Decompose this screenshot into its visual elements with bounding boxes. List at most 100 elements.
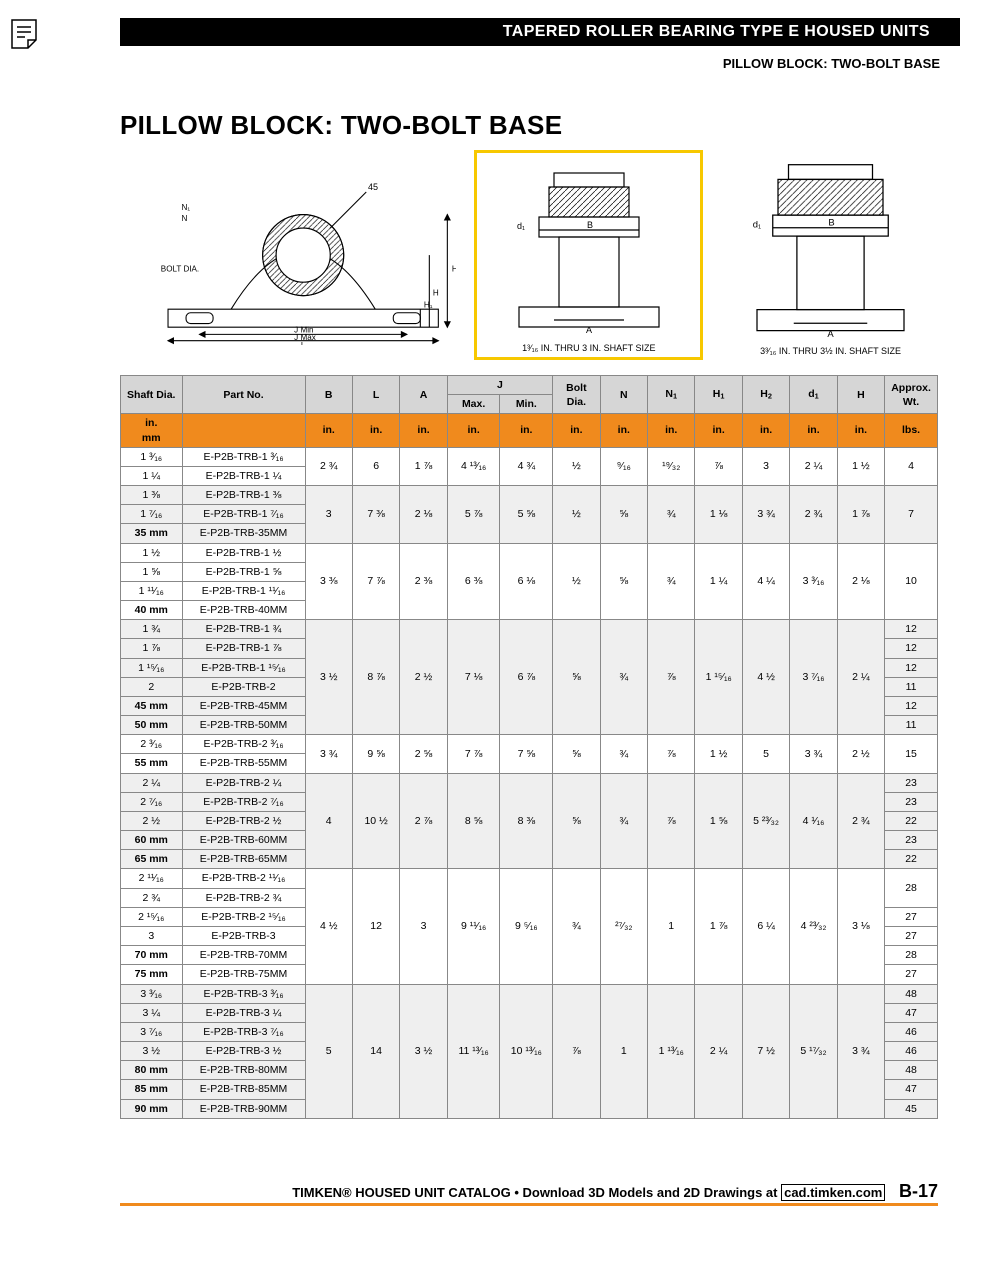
cell-part: E-P2B-TRB-1 ¼	[182, 466, 305, 485]
cell-B: 3 ½	[305, 620, 352, 735]
cell-N1: ¾	[648, 486, 695, 544]
cell-L: 12	[352, 869, 399, 984]
cell-H: 2 ⅛	[837, 543, 884, 620]
cell-shaft: 1 ¹¹⁄₁₆	[121, 581, 183, 600]
page-note-icon	[10, 18, 38, 50]
cell-Jmax: 5 ⅞	[447, 486, 500, 544]
cell-wt: 12	[885, 620, 938, 639]
cell-wt: 46	[885, 1042, 938, 1061]
cell-H2: 3	[742, 447, 789, 485]
svg-text:A: A	[827, 329, 834, 340]
cell-wt: 48	[885, 984, 938, 1003]
cell-part: E-P2B-TRB-2	[182, 677, 305, 696]
cell-d1: 4 ¹⁄₁₆	[790, 773, 837, 869]
cell-part: E-P2B-TRB-60MM	[182, 831, 305, 850]
svg-text:B: B	[828, 218, 834, 229]
cell-B: 4	[305, 773, 352, 869]
cell-shaft: 1 ⅞	[121, 639, 183, 658]
cell-part: E-P2B-TRB-2 ¾	[182, 888, 305, 907]
cell-wt: 11	[885, 716, 938, 735]
cell-A: 1 ⅞	[400, 447, 447, 485]
cell-Jmax: 9 ¹¹⁄₁₆	[447, 869, 500, 984]
cell-wt: 12	[885, 639, 938, 658]
cell-shaft: 85 mm	[121, 1080, 183, 1099]
footer-before: TIMKEN® HOUSED UNIT CATALOG • Download 3…	[292, 1185, 781, 1200]
cell-part: E-P2B-TRB-3	[182, 926, 305, 945]
cell-shaft: 65 mm	[121, 850, 183, 869]
cell-B: 4 ½	[305, 869, 352, 984]
col-Jmax: Max.	[447, 395, 500, 414]
svg-text:N: N	[182, 214, 188, 223]
table-row: 1 ¾E-P2B-TRB-1 ¾3 ½8 ⅞2 ½7 ⅛6 ⅞⅝¾⅞1 ¹⁵⁄₁…	[121, 620, 938, 639]
cell-Jmax: 7 ⅞	[447, 735, 500, 773]
cell-B: 3	[305, 486, 352, 544]
cell-shaft: 35 mm	[121, 524, 183, 543]
cell-H2: 4 ¼	[742, 543, 789, 620]
svg-text:BOLT DIA.: BOLT DIA.	[161, 264, 199, 273]
cell-part: E-P2B-TRB-2 ⁷⁄₁₆	[182, 792, 305, 811]
footer-rule	[120, 1203, 938, 1206]
footer-link[interactable]: cad.timken.com	[781, 1184, 885, 1201]
cell-shaft: 1 ½	[121, 543, 183, 562]
cell-part: E-P2B-TRB-1 ¾	[182, 620, 305, 639]
cell-H: 2 ¼	[837, 620, 884, 735]
table-row: 2 ¼E-P2B-TRB-2 ¼410 ½2 ⅞8 ⅝8 ⅜⅝¾⅞1 ⅝5 ²³…	[121, 773, 938, 792]
col-Jmin: Min.	[500, 395, 553, 414]
cell-shaft: 40 mm	[121, 601, 183, 620]
cell-N: ⁹⁄₁₆	[600, 447, 647, 485]
cell-wt: 48	[885, 1061, 938, 1080]
cell-shaft: 3 ⁷⁄₁₆	[121, 1022, 183, 1041]
cell-L: 10 ½	[352, 773, 399, 869]
cell-shaft: 80 mm	[121, 1061, 183, 1080]
col-shaft: Shaft Dia.	[121, 376, 183, 414]
cell-shaft: 50 mm	[121, 716, 183, 735]
cell-B: 3 ⅜	[305, 543, 352, 620]
cell-Jmax: 4 ¹³⁄₁₆	[447, 447, 500, 485]
col-part: Part No.	[182, 376, 305, 414]
cell-part: E-P2B-TRB-1 ¹⁵⁄₁₆	[182, 658, 305, 677]
cell-shaft: 60 mm	[121, 831, 183, 850]
dimension-table: Shaft Dia. Part No. B L A J Bolt Dia. N …	[120, 375, 938, 1119]
cell-Jmin: 7 ⅝	[500, 735, 553, 773]
svg-text:H: H	[433, 289, 439, 298]
svg-text:d₁: d₁	[517, 221, 525, 231]
cell-L: 8 ⅞	[352, 620, 399, 735]
cell-shaft: 2 ³⁄₁₆	[121, 735, 183, 754]
cell-B: 3 ¾	[305, 735, 352, 773]
cell-B: 2 ¾	[305, 447, 352, 485]
cell-bolt: ¾	[553, 869, 600, 984]
cell-d1: 3 ¾	[790, 735, 837, 773]
cell-wt: 11	[885, 677, 938, 696]
cell-N1: 1	[648, 869, 695, 984]
cell-bolt: ⅝	[553, 773, 600, 869]
cell-wt: 22	[885, 850, 938, 869]
table-row: 1 ³⁄₁₆E-P2B-TRB-1 ³⁄₁₆2 ¾61 ⅞4 ¹³⁄₁₆4 ¾½…	[121, 447, 938, 466]
table-body: 1 ³⁄₁₆E-P2B-TRB-1 ³⁄₁₆2 ¾61 ⅞4 ¹³⁄₁₆4 ¾½…	[121, 447, 938, 1118]
col-bolt: Bolt Dia.	[553, 376, 600, 414]
col-A: A	[400, 376, 447, 414]
cell-H2: 7 ½	[742, 984, 789, 1118]
cell-shaft: 1 ³⁄₁₆	[121, 447, 183, 466]
cell-part: E-P2B-TRB-2 ³⁄₁₆	[182, 735, 305, 754]
page-number: B-17	[899, 1181, 938, 1201]
cell-bolt: ½	[553, 543, 600, 620]
cell-Jmin: 6 ⅛	[500, 543, 553, 620]
cell-H2: 3 ¾	[742, 486, 789, 544]
cell-wt: 27	[885, 907, 938, 926]
cell-d1: 3 ³⁄₁₆	[790, 543, 837, 620]
cell-shaft: 2 ¾	[121, 888, 183, 907]
cell-part: E-P2B-TRB-1 ⅜	[182, 486, 305, 505]
cell-Jmin: 4 ¾	[500, 447, 553, 485]
section-title: PILLOW BLOCK: TWO-BOLT BASE	[120, 110, 562, 141]
table-row: 3 ³⁄₁₆E-P2B-TRB-3 ³⁄₁₆5143 ½11 ¹³⁄₁₆10 ¹…	[121, 984, 938, 1003]
cell-H: 2 ¾	[837, 773, 884, 869]
svg-text:H₂: H₂	[452, 264, 457, 273]
col-B: B	[305, 376, 352, 414]
page-subheader: PILLOW BLOCK: TWO-BOLT BASE	[723, 56, 940, 71]
cell-shaft: 3	[121, 926, 183, 945]
cell-Jmin: 10 ¹³⁄₁₆	[500, 984, 553, 1118]
cell-A: 3 ½	[400, 984, 447, 1118]
cell-N1: ⅞	[648, 620, 695, 735]
cell-shaft: 1 ¹⁵⁄₁₆	[121, 658, 183, 677]
svg-text:L: L	[301, 341, 306, 345]
